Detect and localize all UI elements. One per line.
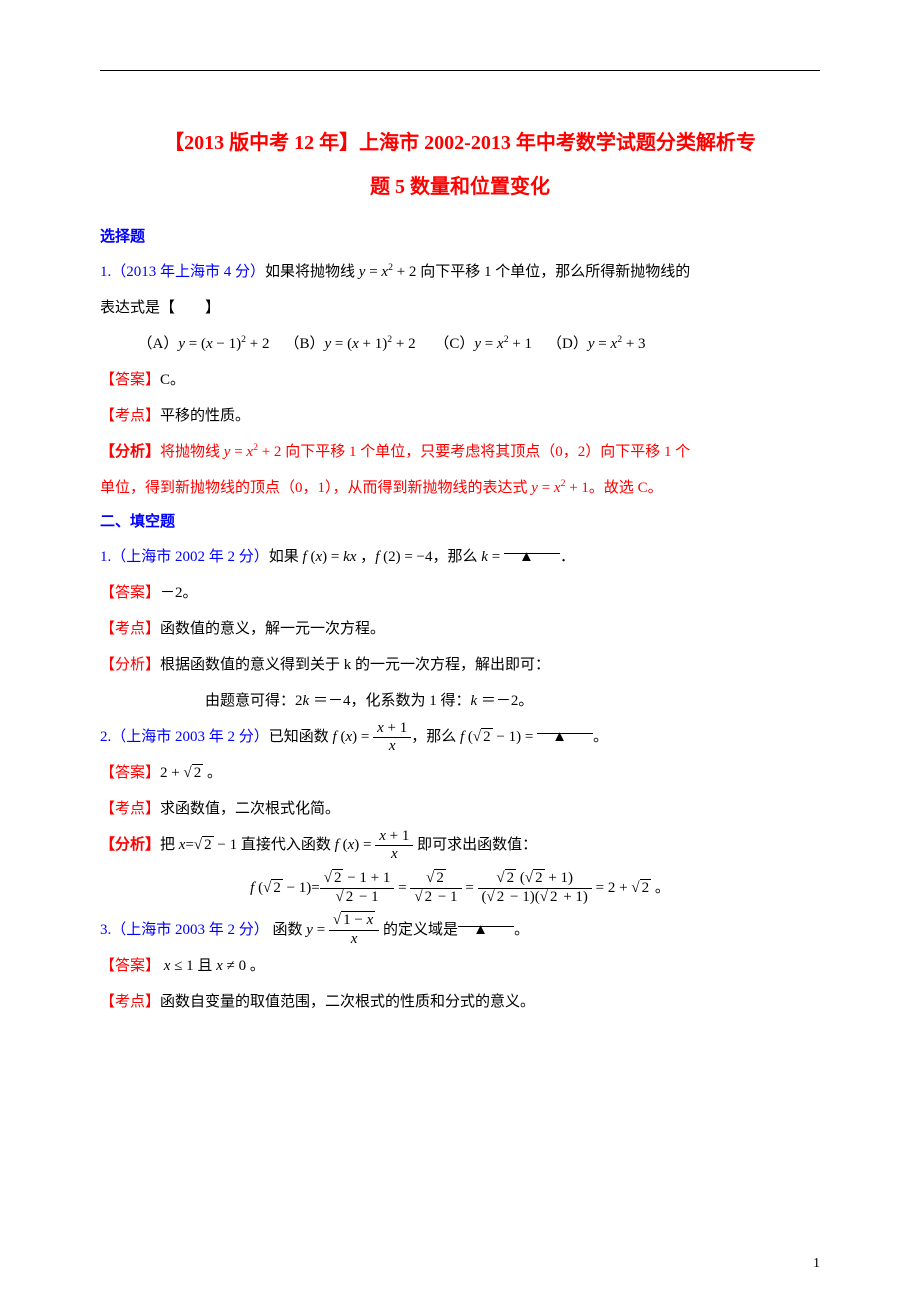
f2-a: 已知函数 (269, 729, 329, 745)
q1-fx-c: 单位，得到新抛物线的顶点（0，1），从而得到新抛物线的表达式 (100, 480, 528, 496)
f1-work-a: 由题意可得：2 (205, 693, 303, 709)
f3-stem: 3.（上海市 2003 年 2 分） 函数 y = √1 − xx 的定义域是 … (100, 912, 820, 948)
q1-choices: （A）y = (x − 1)2 + 2 （B）y = (x + 1)2 + 2 … (100, 326, 820, 362)
f3-formula: y = √1 − xx (306, 922, 383, 938)
f2-stem: 2.（上海市 2003 年 2 分）已知函数 f (x) = x + 1x，那么… (100, 719, 820, 755)
q1-stem-tail: 向下平移 1 个单位，那么所得新抛物线的 (420, 264, 690, 280)
f2-fx-c: 即可求出函数值： (417, 837, 537, 853)
q1-formula-1: y = x2 + 2 (359, 264, 420, 280)
f1-blank: ▲ (504, 539, 560, 554)
f1-k: k = (478, 549, 504, 565)
q1-kaodian-text: 平移的性质。 (160, 408, 250, 424)
q1-stem-prefix: 如果将抛物线 (265, 264, 359, 280)
f2-fx-sub: x=√2 − 1 (175, 836, 237, 853)
f3-kaodian: 【考点】函数自变量的取值范围，二次根式的性质和分式的意义。 (100, 984, 820, 1020)
q1-fx-formula-1: y = x2 + 2 (220, 444, 285, 460)
kaodian-label-2: 【考点】 (100, 621, 160, 637)
section-heading-fill: 二、填空题 (100, 506, 820, 539)
f1-fenxi: 【分析】根据函数值的意义得到关于 k 的一元一次方程，解出即可： (100, 647, 820, 683)
fenxi-label-3: 【分析】 (100, 837, 160, 853)
answer-label-3: 【答案】 (100, 765, 160, 781)
f3-blank: ▲ (458, 912, 514, 927)
f2-fx-a: 把 (160, 837, 175, 853)
f2-answer: 【答案】2 + √2 。 (100, 755, 820, 791)
q1-fx-b: 向下平移 1 个单位，只要考虑将其顶点（0，2）向下平移 1 个 (285, 444, 690, 460)
kaodian-label-3: 【考点】 (100, 801, 160, 817)
f1-work-k1: k (303, 693, 313, 709)
f2-fx-func: f (x) = x + 1x (331, 837, 417, 853)
q1-fx-formula-2: y = x2 + 1 (528, 480, 589, 496)
answer-label-4: 【答案】 (100, 958, 160, 974)
f1-formula-2: f (2) = −4 (375, 549, 432, 565)
f1-answer-value: －2。 (160, 585, 198, 601)
f2-worked-equation: f (√2 − 1)=√2 − 1 + 1√2 − 1 = √2√2 − 1 =… (100, 864, 820, 912)
f1-work-c: ＝－2。 (481, 693, 534, 709)
f2-end: 。 (593, 729, 608, 745)
q1-fenxi-2: 单位，得到新抛物线的顶点（0，1），从而得到新抛物线的表达式 y = x2 + … (100, 470, 820, 506)
f3-answer: 【答案】 x ≤ 1 且 x ≠ 0 。 (100, 948, 820, 984)
f3-b: 的定义域是 (383, 922, 458, 938)
f1-stem: 1.（上海市 2002 年 2 分）如果 f (x) = kx ，f (2) =… (100, 539, 820, 575)
f1-formula-1: f (x) = kx (303, 549, 357, 565)
page-number: 1 (813, 1256, 820, 1272)
f2-formula-1: f (x) = x + 1x (333, 729, 412, 745)
q1-line-1: 1.（2013 年上海市 4 分）如果将抛物线 y = x2 + 2 向下平移 … (100, 254, 820, 290)
f1-fx-text: 根据函数值的意义得到关于 k 的一元一次方程，解出即可： (160, 657, 550, 673)
fenxi-label-2: 【分析】 (100, 657, 160, 673)
section-heading-choice: 选择题 (100, 221, 820, 254)
fenxi-label: 【分析】 (100, 444, 160, 460)
f3-end: 。 (514, 922, 529, 938)
q1-fx-d: 。故选 C。 (589, 480, 663, 496)
document-page: 【2013 版中考 12 年】上海市 2002-2013 年中考数学试题分类解析… (0, 0, 920, 1302)
q1-answer-value: C。 (160, 372, 185, 388)
f3-a: 函数 (269, 922, 303, 938)
kaodian-label-4: 【考点】 (100, 994, 160, 1010)
q1-fx-a: 将抛物线 (160, 444, 220, 460)
f1-work-b: ＝－4，化系数为 1 得： (313, 693, 471, 709)
answer-label: 【答案】 (100, 372, 160, 388)
f1-reference: 1.（上海市 2002 年 2 分） (100, 549, 269, 565)
f1-mid: ，那么 (433, 549, 478, 565)
f1-end: ． (560, 549, 575, 565)
f1-kaodian: 【考点】函数值的意义，解一元一次方程。 (100, 611, 820, 647)
f1-work-k2: k (470, 693, 480, 709)
q1-line-2: 表达式是【 】 (100, 290, 820, 326)
f2-b: ，那么 (411, 729, 456, 745)
f2-fenxi: 【分析】把 x=√2 − 1 直接代入函数 f (x) = x + 1x 即可求… (100, 827, 820, 863)
q1-kaodian: 【考点】平移的性质。 (100, 398, 820, 434)
q1-reference: 1.（2013 年上海市 4 分） (100, 264, 265, 280)
f3-kaodian-text: 函数自变量的取值范围，二次根式的性质和分式的意义。 (160, 994, 535, 1010)
f2-answer-value: 2 + √2 。 (160, 764, 222, 781)
f2-kaodian-text: 求函数值，二次根式化简。 (160, 801, 340, 817)
q1-answer: 【答案】C。 (100, 362, 820, 398)
f3-reference: 3.（上海市 2003 年 2 分） (100, 922, 269, 938)
f2-fx-b: 直接代入函数 (237, 837, 331, 853)
answer-label-2: 【答案】 (100, 585, 160, 601)
f1-pre: 如果 (269, 549, 303, 565)
f2-blank: ▲ (537, 719, 593, 734)
f1-kaodian-text: 函数值的意义，解一元一次方程。 (160, 621, 385, 637)
f1-comma: ， (356, 549, 375, 565)
q1-fenxi-1: 【分析】将抛物线 y = x2 + 2 向下平移 1 个单位，只要考虑将其顶点（… (100, 434, 820, 470)
f2-kaodian: 【考点】求函数值，二次根式化简。 (100, 791, 820, 827)
f1-work: 由题意可得：2k ＝－4，化系数为 1 得：k ＝－2。 (100, 683, 820, 719)
header-rule (100, 70, 820, 71)
title-line-2: 题 5 数量和位置变化 (100, 165, 820, 209)
f2-reference: 2.（上海市 2003 年 2 分） (100, 729, 269, 745)
title-line-1: 【2013 版中考 12 年】上海市 2002-2013 年中考数学试题分类解析… (100, 121, 820, 165)
f1-answer: 【答案】－2。 (100, 575, 820, 611)
f3-answer-value: x ≤ 1 且 x ≠ 0 。 (160, 958, 265, 974)
kaodian-label: 【考点】 (100, 408, 160, 424)
f2-formula-2: f (√2 − 1) = (460, 728, 537, 745)
